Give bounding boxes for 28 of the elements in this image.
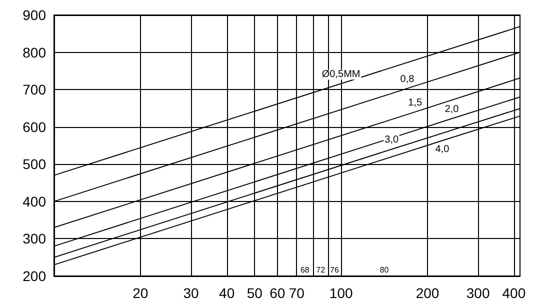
annotation: 80 [380, 266, 390, 274]
series-label: 3,0 [384, 134, 400, 146]
y-tick-label: 200 [22, 268, 46, 284]
x-tick-label: 200 [416, 285, 440, 301]
series-label: 0,8 [400, 74, 415, 85]
y-tick-label: 600 [22, 118, 46, 135]
x-tick-label: 50 [246, 285, 263, 301]
series-label: 4,0 [435, 144, 450, 156]
series-label: Ø0,5MM [322, 69, 360, 80]
annotation: 68 [300, 266, 310, 274]
y-tick-label: 300 [22, 230, 46, 247]
y-tick-label: 900 [22, 7, 46, 23]
x-tick-label: 30 [183, 285, 199, 301]
x-tick-label: 300 [466, 285, 490, 301]
series-label: 2,0 [444, 104, 460, 116]
series-label: 1,5 [408, 97, 422, 108]
x-tick-label: 60 [270, 285, 286, 301]
y-tick-label: 700 [22, 82, 46, 98]
y-tick-label: 400 [22, 193, 46, 210]
x-tick-label: 100 [329, 285, 353, 301]
x-tick-label: 20 [132, 285, 148, 301]
annotation: 72 [316, 266, 326, 274]
y-tick-label: 800 [22, 44, 46, 60]
x-tick-label: 400 [502, 285, 526, 301]
x-tick-label: 70 [288, 285, 305, 301]
annotation: 76 [330, 266, 340, 274]
x-tick-label: 40 [219, 285, 235, 301]
y-tick-label: 500 [22, 156, 46, 172]
